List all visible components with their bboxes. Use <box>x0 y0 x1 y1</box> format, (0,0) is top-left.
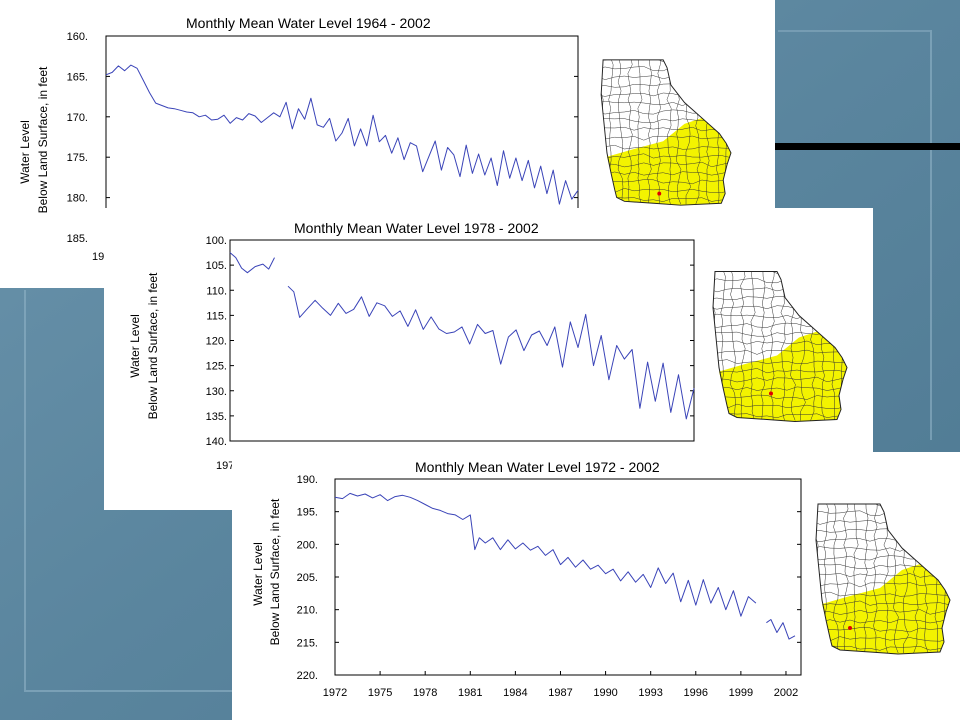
series-line <box>229 252 275 274</box>
x-tick-label: 1990 <box>593 687 617 699</box>
y-tick-label: 215. <box>297 637 318 649</box>
y-tick-label: 170. <box>67 112 88 124</box>
well-location-marker <box>769 391 773 396</box>
x-tick-label: 1996 <box>684 687 708 699</box>
map-highlight-region <box>719 331 847 422</box>
y-tick-label: 165. <box>67 71 88 83</box>
y-tick-label: 200. <box>297 539 318 551</box>
y-tick-label: 105. <box>206 260 227 272</box>
y-tick-label: 115. <box>206 310 227 322</box>
x-tick-label: 1981 <box>458 687 482 699</box>
x-tick-label: 1978 <box>413 687 437 699</box>
well-location-marker <box>848 626 852 630</box>
y-axis-label: Below Land Surface, in feet <box>36 66 50 213</box>
y-axis-label: Below Land Surface, in feet <box>268 498 282 645</box>
x-tick-label: 2002 <box>774 687 798 699</box>
y-tick-label: 205. <box>297 572 318 584</box>
y-tick-label: 175. <box>67 152 88 164</box>
georgia-county-map <box>815 503 951 655</box>
y-tick-label: 130. <box>206 386 227 398</box>
y-tick-label: 210. <box>297 605 318 617</box>
series-line <box>334 492 757 617</box>
y-axis-label: Water Level <box>128 314 142 378</box>
chart-title: Monthly Mean Water Level 1964 - 2002 <box>186 15 431 31</box>
y-tick-label: 190. <box>297 474 318 486</box>
x-tick-label: 1987 <box>548 687 572 699</box>
y-tick-label: 185. <box>67 233 88 245</box>
state-outline <box>712 271 848 423</box>
y-tick-label: 135. <box>206 411 227 423</box>
chart-title: Monthly Mean Water Level 1978 - 2002 <box>294 220 539 236</box>
well-location-marker <box>657 191 662 196</box>
y-tick-label: 125. <box>206 361 227 373</box>
map-highlight-region <box>822 564 950 654</box>
x-tick-label: 1984 <box>503 687 527 699</box>
plot-frame <box>334 478 802 676</box>
plot-frame <box>229 239 695 442</box>
y-tick-label: 220. <box>297 670 318 682</box>
chart-panel-1972-2002: Monthly Mean Water Level 1972 - 2002 Wat… <box>232 452 960 720</box>
y-tick-label: 180. <box>67 193 88 205</box>
series-line <box>105 64 579 205</box>
line-chart: Water Level Below Land Surface, in feet … <box>128 235 695 472</box>
y-tick-label: 120. <box>206 336 227 348</box>
line-chart: Water Level Below Land Surface, in feet … <box>251 474 802 699</box>
y-tick-label: 160. <box>67 31 88 43</box>
state-outline <box>815 503 951 655</box>
decorative-frame-line <box>930 30 932 440</box>
chart-title: Monthly Mean Water Level 1972 - 2002 <box>415 459 660 475</box>
georgia-county-map <box>712 271 848 423</box>
map-highlight-region <box>606 118 731 206</box>
y-tick-label: 110. <box>206 285 227 297</box>
x-tick-label: 1993 <box>638 687 662 699</box>
x-tick-label: 1975 <box>368 687 392 699</box>
decorative-frame-line <box>24 290 26 690</box>
state-outline <box>600 59 732 206</box>
georgia-county-map <box>600 59 732 206</box>
y-axis-label: Water Level <box>251 542 265 606</box>
x-tick-label: 1972 <box>323 687 347 699</box>
y-tick-label: 140. <box>206 436 227 448</box>
decorative-black-bar <box>775 143 960 150</box>
y-axis-label: Below Land Surface, in feet <box>146 272 160 419</box>
x-tick-label: 19 <box>92 251 104 263</box>
y-tick-label: 195. <box>297 507 318 519</box>
series-line <box>287 285 695 420</box>
x-tick-label: 1999 <box>729 687 753 699</box>
decorative-frame-line <box>24 690 234 692</box>
decorative-frame-line <box>778 30 930 32</box>
y-tick-label: 100. <box>206 235 227 247</box>
y-axis-label: Water Level <box>18 120 32 184</box>
series-line <box>766 619 796 640</box>
